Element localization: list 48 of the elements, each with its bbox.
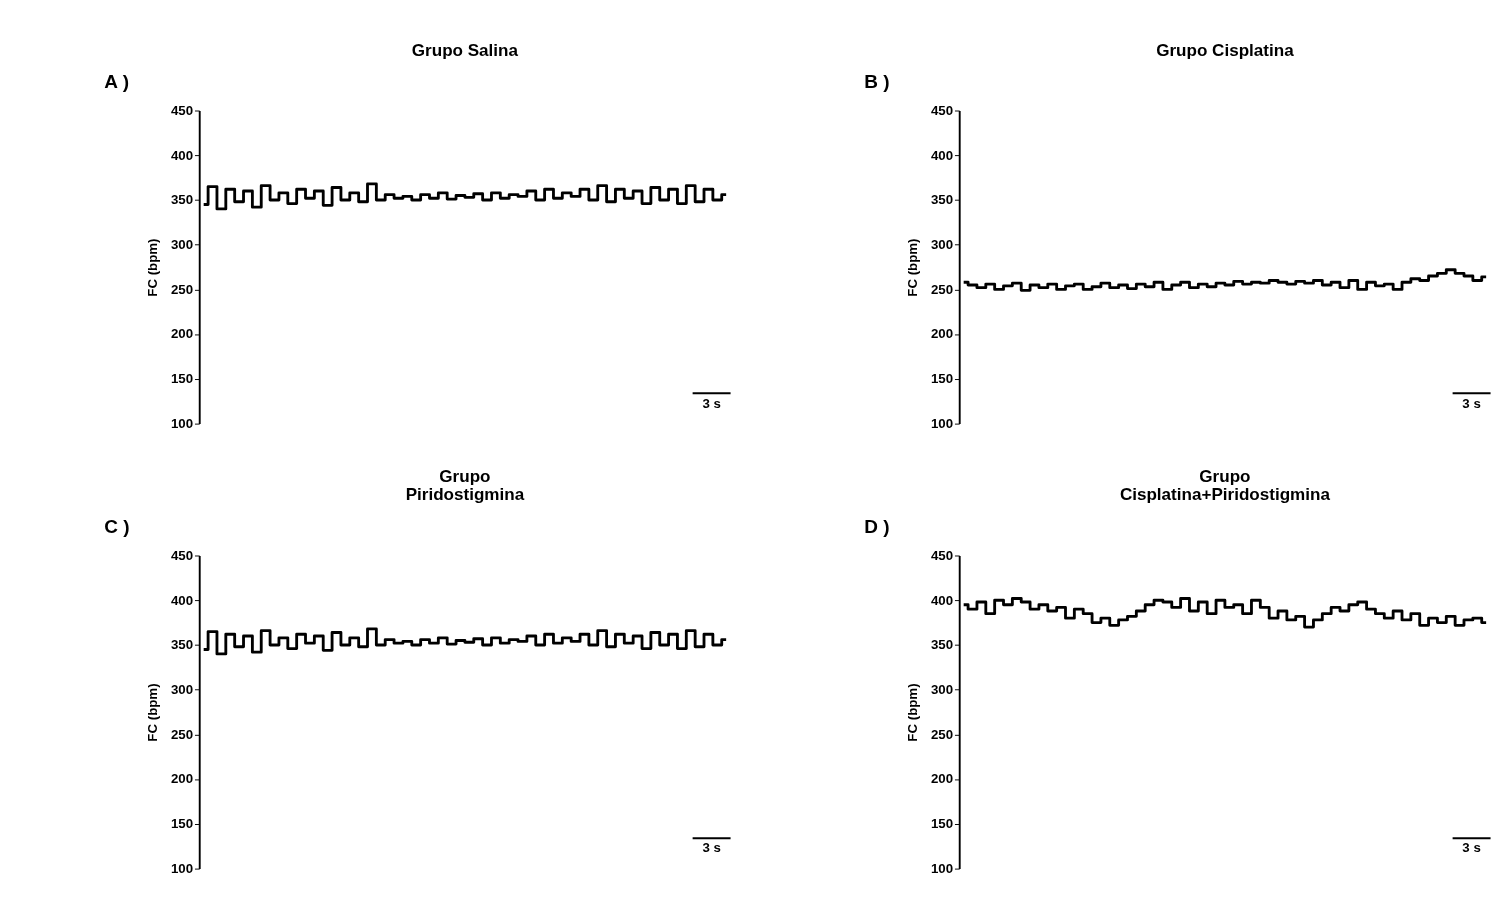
chart-title: Grupo Cisplatina+Piridostigmina — [1119, 466, 1331, 505]
y-tick-label: 250 — [930, 726, 954, 742]
chart-title: Grupo Piridostigmina — [405, 466, 525, 505]
y-axis-title: FC (bpm) — [144, 683, 160, 742]
y-tick-label: 450 — [170, 102, 194, 118]
y-tick-label: 450 — [930, 102, 954, 118]
y-tick-label: 400 — [170, 592, 194, 608]
y-tick-label: 400 — [930, 147, 954, 163]
y-tick-label: 300 — [930, 681, 954, 697]
y-tick-label: 150 — [170, 816, 194, 832]
text: B ) — [864, 70, 890, 92]
y-axis-title: FC (bpm) — [144, 238, 160, 297]
y-axis-title: FC (bpm) — [904, 238, 920, 297]
y-tick-label: 200 — [930, 326, 954, 342]
y-tick-label: 250 — [930, 281, 954, 297]
annotation: 3 s — [702, 840, 721, 856]
y-tick-label: 400 — [930, 592, 954, 608]
annotation: 3 s — [702, 395, 721, 411]
y-tick-label: 450 — [930, 547, 954, 563]
y-tick-label: 400 — [170, 147, 194, 163]
y-tick-label: 350 — [170, 192, 194, 208]
y-tick-label: 300 — [170, 681, 194, 697]
y-tick-label: 200 — [170, 771, 194, 787]
y-tick-label: 200 — [170, 326, 194, 342]
y-tick-label: 350 — [930, 192, 954, 208]
chart-title: Grupo Cisplatina — [1156, 40, 1295, 60]
y-tick-label: 200 — [930, 771, 954, 787]
y-tick-label: 100 — [170, 415, 194, 431]
y-tick-label: 250 — [170, 726, 194, 742]
y-tick-label: 450 — [170, 547, 194, 563]
text: D ) — [864, 515, 890, 537]
y-tick-label: 100 — [930, 415, 954, 431]
y-tick-label: 100 — [170, 860, 194, 876]
y-tick-label: 350 — [930, 637, 954, 653]
y-tick-label: 250 — [170, 281, 194, 297]
y-tick-label: 300 — [170, 236, 194, 252]
y-tick-label: 100 — [930, 860, 954, 876]
y-axis-title: FC (bpm) — [904, 683, 920, 742]
y-tick-label: 150 — [930, 371, 954, 387]
y-tick-label: 300 — [930, 236, 954, 252]
y-tick-label: 150 — [930, 816, 954, 832]
y-tick-label: 150 — [170, 371, 194, 387]
chart-title: Grupo Salina — [411, 40, 519, 60]
text: A ) — [104, 70, 129, 92]
annotation: 3 s — [1462, 395, 1481, 411]
annotation: 3 s — [1462, 840, 1481, 856]
y-tick-label: 350 — [170, 637, 194, 653]
text: C ) — [104, 515, 130, 537]
